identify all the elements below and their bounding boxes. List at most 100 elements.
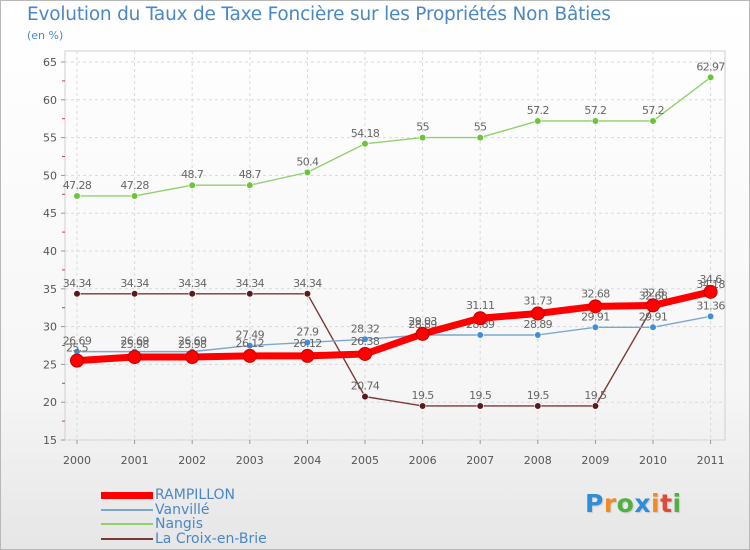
series-line: [76, 293, 712, 407]
x-tick-label: 2005: [351, 454, 379, 467]
series-nangis: 47.28 47.28 48.7 48.7 50.4 54.18 55 55 57.2 57.2 5…: [63, 60, 726, 200]
x-tick-label: 2001: [121, 454, 149, 467]
data-point: [242, 348, 257, 363]
data-label: 34.34: [120, 277, 149, 290]
series-line: [73, 288, 715, 365]
data-label: 25.98: [178, 338, 207, 351]
x-tick-label: 2003: [236, 454, 264, 467]
data-point: [300, 348, 315, 363]
data-label: 28.89: [524, 318, 553, 331]
logo-letter: P: [585, 489, 604, 518]
data-label: 25.5: [66, 342, 89, 355]
logo-letter: r: [603, 489, 617, 518]
x-tick-label: 2011: [697, 454, 725, 467]
data-point: [303, 290, 312, 298]
data-label: 29.91: [581, 310, 610, 323]
data-label: 34.34: [293, 277, 322, 290]
y-tick-label: 50: [43, 169, 57, 182]
data-point: [73, 290, 81, 298]
data-point: [361, 393, 369, 401]
data-point: [131, 290, 139, 298]
data-point: [591, 323, 600, 331]
data-point: [476, 134, 484, 142]
data-label: 57.2: [642, 104, 664, 117]
data-label: 34.34: [178, 277, 207, 290]
data-point: [415, 326, 430, 341]
data-point: [419, 402, 427, 410]
data-point: [246, 181, 254, 189]
plot-area: [64, 50, 726, 441]
data-point: [706, 73, 715, 81]
data-point: [188, 290, 196, 298]
y-tick-label: 35: [43, 283, 57, 296]
data-point: [185, 349, 200, 364]
data-point: [591, 117, 600, 125]
data-label: 26.38: [351, 335, 380, 348]
legend-item-rampillon: RAMPILLON: [101, 487, 235, 503]
y-tick-label: 15: [43, 434, 57, 447]
data-point: [127, 349, 142, 364]
logo-letter: o: [616, 489, 635, 518]
data-point: [246, 341, 254, 350]
legend-item-la-croix-en-brie: La Croix-en-Brie: [101, 531, 267, 547]
data-label: 32.68: [639, 289, 668, 302]
y-tick-label: 45: [43, 207, 57, 220]
y-tick-label: 25: [43, 358, 57, 371]
data-point: [246, 290, 254, 298]
data-point: [646, 298, 660, 313]
legend-swatch: [101, 491, 153, 499]
x-tick-label: 2004: [293, 454, 321, 467]
data-label: 19.5: [469, 389, 492, 402]
x-tick-label: 2006: [409, 454, 437, 467]
data-point: [591, 402, 600, 410]
data-label: 25.98: [120, 338, 149, 351]
data-label: 26.12: [236, 337, 265, 350]
data-point: [703, 284, 718, 299]
series-line: [76, 315, 712, 353]
data-label: 26.69: [178, 335, 207, 348]
data-point: [303, 168, 312, 176]
legend-swatch: [101, 523, 153, 525]
data-label: 19.5: [584, 389, 607, 402]
series-line: [76, 76, 712, 197]
data-point: [358, 346, 372, 361]
x-tick-label: 2007: [466, 454, 494, 467]
data-label: 19.5: [412, 389, 435, 402]
legend-swatch: [101, 509, 153, 511]
data-point: [706, 312, 715, 320]
data-label: 26.12: [293, 337, 322, 350]
data-label: 31.36: [696, 299, 725, 312]
data-point: [534, 117, 542, 125]
y-tick-label: 60: [43, 94, 57, 107]
x-tick-label: 2008: [524, 454, 552, 467]
data-label: 47.28: [120, 179, 149, 192]
data-label: 28.32: [351, 322, 380, 335]
data-point: [476, 402, 484, 410]
data-label: 57.2: [527, 104, 549, 117]
data-label: 27.9: [296, 325, 319, 338]
data-label: 26.69: [120, 335, 149, 348]
y-tick-label: 20: [43, 396, 57, 409]
data-point: [476, 331, 484, 339]
data-label: 27.49: [236, 329, 265, 342]
data-label: 26.69: [63, 335, 92, 348]
data-label: 50.4: [296, 155, 319, 168]
x-tick-label: 2002: [178, 454, 206, 467]
proxiti-logo: Proxiti: [585, 489, 682, 518]
data-label: 20.74: [351, 380, 380, 393]
data-point: [649, 323, 657, 331]
data-point: [131, 192, 139, 200]
y-axis-unit-label: (en %): [27, 29, 64, 42]
series-la-croix-en-brie: 34.34 34.34 34.34 34.34 34.34 20.74 19.5 19.5 19…: [63, 277, 726, 410]
legend-label: Vanvillé: [155, 502, 210, 518]
y-tick-label: 65: [43, 56, 57, 69]
data-label: 29.03: [408, 315, 437, 328]
data-point: [361, 335, 369, 343]
logo-letter: i: [672, 489, 682, 518]
data-point: [588, 299, 603, 314]
data-point: [70, 353, 84, 368]
data-label: 55: [474, 121, 487, 134]
data-point: [188, 181, 196, 189]
